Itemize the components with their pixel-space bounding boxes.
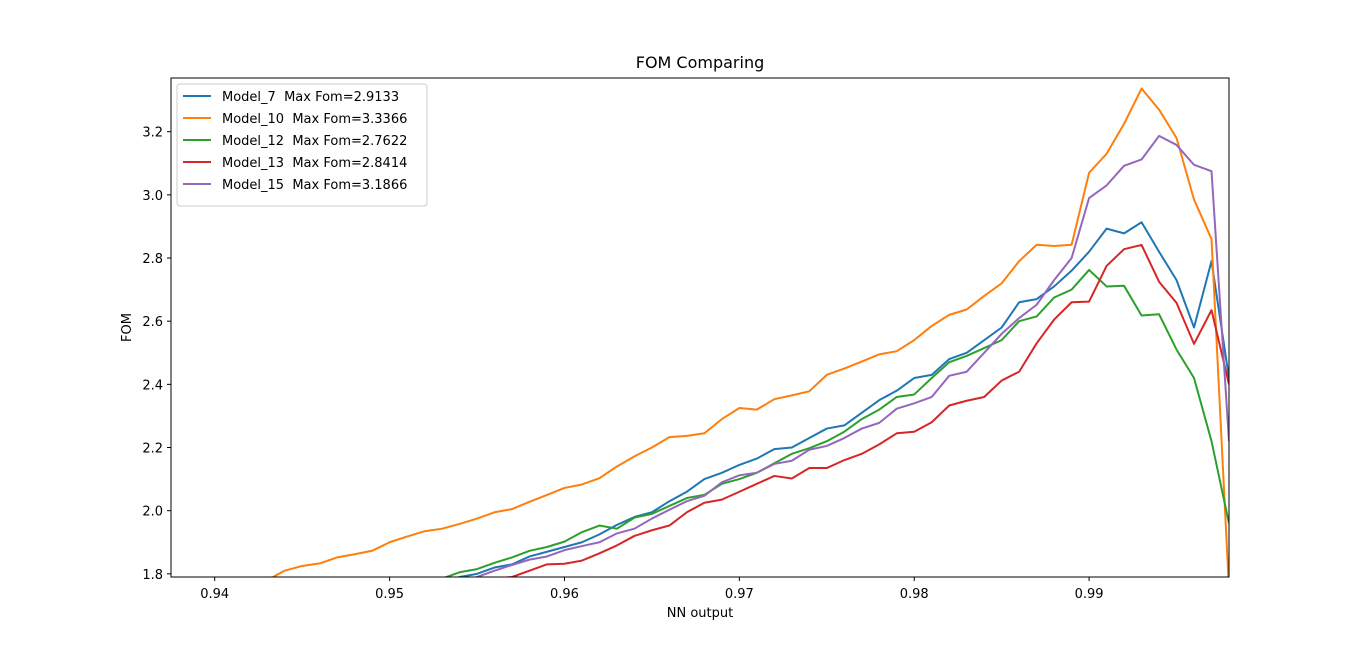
plot-frame <box>170 77 1230 578</box>
y-tick-label: 1.8 <box>142 568 163 583</box>
x-axis-ticks: 0.94 0.95 0.96 0.97 0.98 0.99 <box>200 577 1104 602</box>
series-line-3 <box>443 268 1229 577</box>
legend-box <box>176 83 428 207</box>
x-axis-label: NN output <box>667 606 733 621</box>
series-layer <box>270 87 1229 577</box>
x-tick-label: 0.96 <box>550 587 579 602</box>
legend: Model_7 Max Fom=2.9133 Model_10 Max Fom=3… <box>176 83 428 207</box>
y-tick-label: 2.6 <box>142 315 163 330</box>
x-tick-label: 0.94 <box>200 587 229 602</box>
y-tick-label: 3.0 <box>142 189 163 204</box>
legend-label: Model_10 Max Fom=3.3366 <box>222 112 407 127</box>
chart-title: FOM Comparing <box>636 53 765 72</box>
y-tick-label: 2.4 <box>142 378 163 393</box>
series-line-2 <box>270 87 1229 577</box>
series-line-5 <box>474 134 1229 577</box>
x-tick-label: 0.98 <box>900 587 929 602</box>
y-axis-ticks: 1.8 2.0 2.2 2.4 2.6 2.8 3.0 3.2 <box>142 126 171 583</box>
y-axis-label: FOM <box>120 313 135 342</box>
legend-label: Model_15 Max Fom=3.1866 <box>222 178 407 193</box>
legend-label: Model_12 Max Fom=2.7622 <box>222 134 407 149</box>
x-tick-label: 0.99 <box>1075 587 1104 602</box>
series-line-1 <box>456 221 1229 577</box>
x-tick-label: 0.97 <box>725 587 754 602</box>
y-tick-label: 2.8 <box>142 252 163 267</box>
series-line-4 <box>500 243 1229 577</box>
x-tick-label: 0.95 <box>375 587 404 602</box>
y-tick-label: 2.2 <box>142 442 163 457</box>
y-tick-label: 2.0 <box>142 505 163 520</box>
legend-label: Model_7 Max Fom=2.9133 <box>222 90 399 105</box>
legend-label: Model_13 Max Fom=2.8414 <box>222 156 407 171</box>
y-tick-label: 3.2 <box>142 126 163 141</box>
